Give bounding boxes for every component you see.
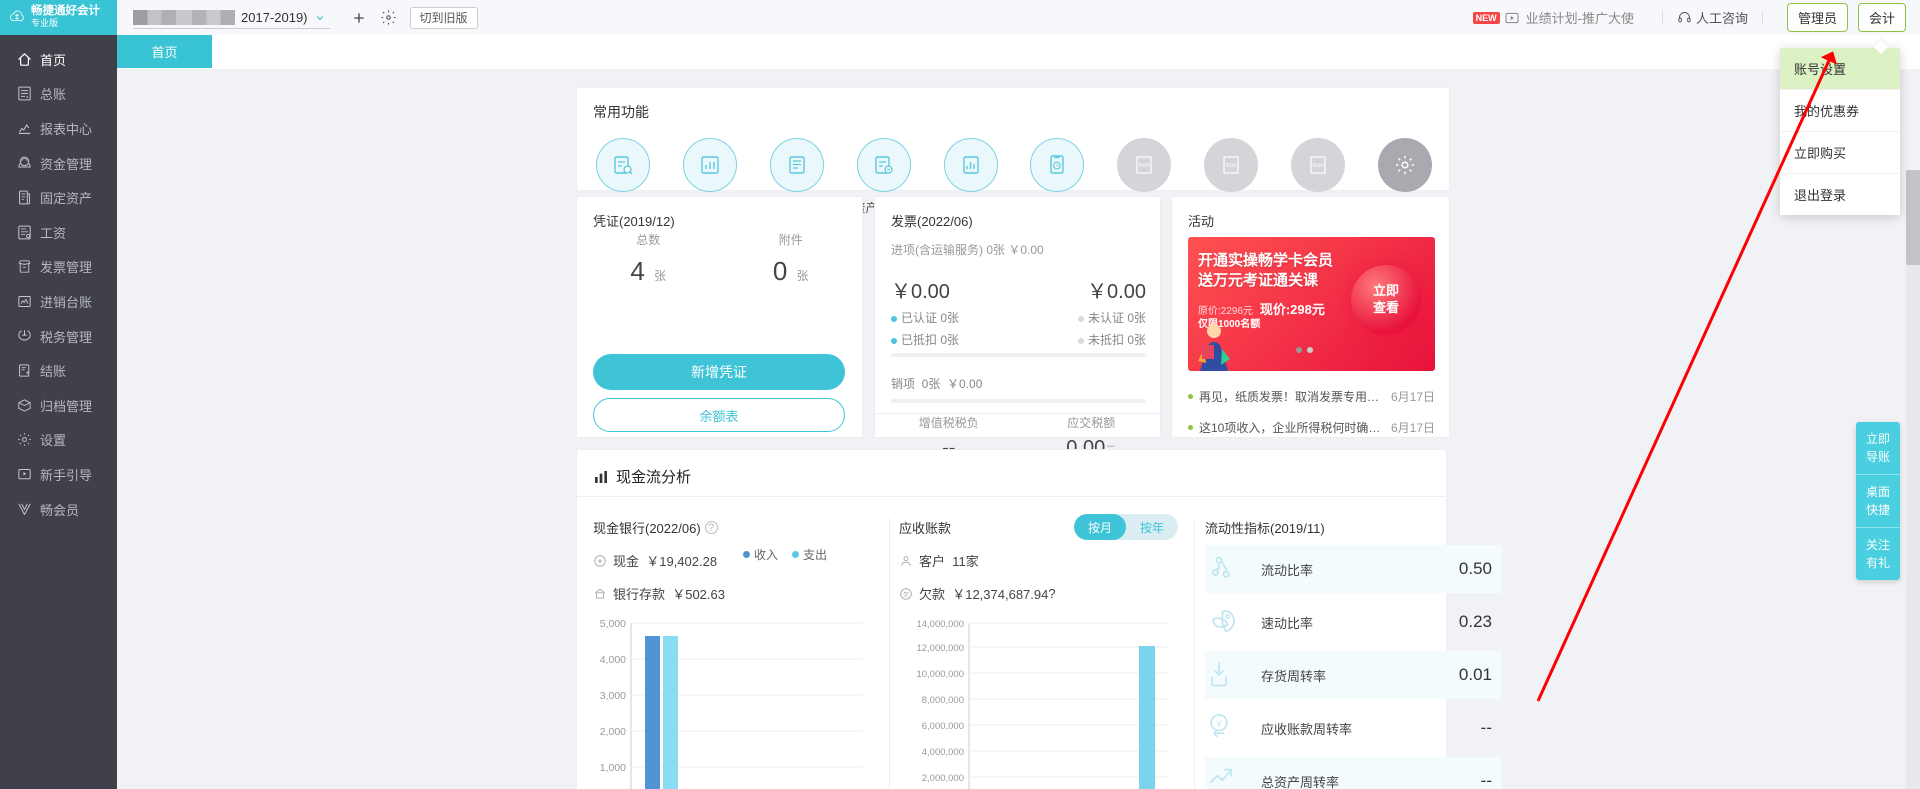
svg-text:Icon: Icon [1312,163,1323,169]
svg-text:10,000,000: 10,000,000 [916,669,964,680]
svg-text:4,000: 4,000 [600,654,626,666]
svg-text:12,000,000: 12,000,000 [916,643,964,654]
svg-text:6,000,000: 6,000,000 [922,721,964,732]
svg-text:￥: ￥ [1215,719,1223,728]
svg-text:4,000,000: 4,000,000 [922,747,964,758]
svg-text:欠: 欠 [903,590,909,598]
svg-text:8,000,000: 8,000,000 [922,695,964,706]
svg-text:Icon: Icon [1225,163,1236,169]
svg-text:2,000,000: 2,000,000 [922,773,964,784]
svg-text:14,000,000: 14,000,000 [916,619,964,630]
svg-text:5,000: 5,000 [600,618,626,630]
svg-text:1,000: 1,000 [600,762,626,774]
svg-text:3,000: 3,000 [600,690,626,702]
svg-text:Icon: Icon [1139,163,1150,169]
svg-text:2,000: 2,000 [600,726,626,738]
